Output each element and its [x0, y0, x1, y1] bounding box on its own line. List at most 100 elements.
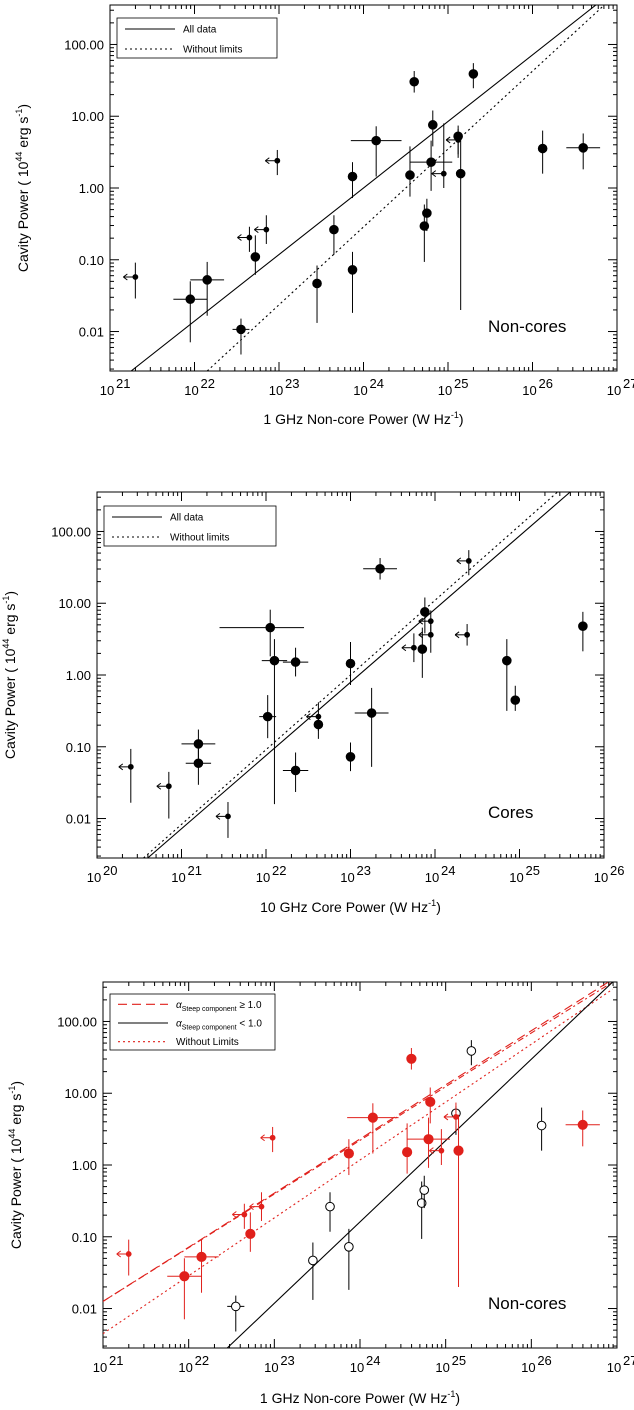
data-point — [269, 655, 280, 666]
data-point — [236, 324, 246, 335]
red-upper-limit-point-dot — [453, 1114, 459, 1120]
x-tick-exponent: 26 — [610, 863, 624, 878]
data-layer — [103, 982, 614, 1348]
x-tick-exponent: 25 — [526, 863, 540, 878]
x-tick-exponent: 21 — [188, 863, 202, 878]
data-point — [409, 76, 420, 87]
data-point — [366, 708, 377, 718]
red-upper-limit-point-arrow-head — [249, 1203, 254, 1211]
data-point — [420, 607, 430, 617]
legend-label: All data — [183, 25, 217, 36]
x-tick-exponent: 26 — [537, 1353, 551, 1368]
x-tick-exponent: 24 — [441, 863, 455, 878]
x-axis-label: 10 GHz Core Power (W Hz-1) — [260, 898, 441, 915]
x-tick-label: 10 — [350, 1360, 364, 1375]
legend-label: Without limits — [183, 45, 242, 56]
x-tick-exponent: 25 — [454, 376, 468, 391]
data-point — [345, 658, 356, 669]
red-data-point — [179, 1271, 190, 1282]
y-tick-label: 10.00 — [58, 596, 91, 611]
legend-label: αSteep component ≥ 1.0 — [176, 1000, 262, 1013]
x-tick-label: 10 — [607, 383, 621, 398]
upper-limit-point-arrow-head — [123, 273, 128, 281]
data-point — [422, 208, 432, 218]
upper-limit-point-arrow-head — [454, 631, 460, 639]
upper-limit-point-arrow-head — [401, 644, 407, 652]
data-point — [417, 644, 428, 654]
data-point — [375, 563, 385, 574]
data-point — [290, 765, 301, 776]
upper-limit-point-dot — [464, 631, 471, 638]
upper-limit-point-arrow-head — [306, 713, 311, 721]
data-point — [185, 294, 196, 305]
upper-limit-point-dot — [127, 763, 134, 770]
x-tick-label: 10 — [521, 1360, 535, 1375]
red-data-point — [423, 1134, 434, 1145]
open-data-point — [536, 1120, 547, 1131]
fit-line-solid — [147, 492, 571, 858]
upper-limit-point-arrow-head — [445, 136, 451, 144]
upper-limit-point-dot — [225, 813, 231, 820]
x-tick-label: 10 — [435, 1360, 449, 1375]
data-point — [345, 752, 356, 762]
x-tick-exponent: 22 — [201, 376, 215, 391]
x-tick-exponent: 20 — [103, 863, 117, 878]
y-tick-label: 100.00 — [57, 1014, 97, 1029]
data-point — [405, 170, 415, 180]
data-point — [427, 120, 438, 130]
y-tick-label: 10.00 — [64, 1086, 97, 1101]
x-tick-exponent: 24 — [366, 1353, 380, 1368]
data-point — [578, 143, 589, 153]
data-point — [502, 655, 512, 666]
upper-limit-point-dot — [165, 783, 172, 790]
open-data-point — [230, 1301, 241, 1312]
x-tick-label: 10 — [171, 870, 185, 885]
x-tick-exponent: 27 — [623, 1353, 634, 1368]
x-tick-exponent: 23 — [285, 376, 299, 391]
x-tick-label: 10 — [522, 383, 536, 398]
red-upper-limit-point-arrow-head — [443, 1113, 449, 1121]
x-tick-label: 10 — [425, 870, 439, 885]
red-data-point — [196, 1251, 207, 1262]
upper-limit-point-dot — [465, 557, 472, 564]
upper-limit-point-arrow-head — [431, 170, 437, 178]
fit-line-dotted — [206, 5, 605, 371]
data-point — [468, 69, 479, 79]
x-tick-label: 10 — [93, 1360, 107, 1375]
x-tick-label: 10 — [256, 870, 270, 885]
red-upper-limit-point-dot — [125, 1251, 132, 1257]
panel-2: 10 20 10 21 10 22 10 23 10 24 10 25 10 260.010.101.00… — [1, 491, 624, 915]
x-tick-exponent: 25 — [452, 1353, 466, 1368]
x-tick-label: 10 — [184, 383, 198, 398]
upper-limit-point-arrow-head — [118, 763, 124, 771]
x-tick-exponent: 22 — [272, 863, 286, 878]
upper-limit-point-arrow-head — [418, 631, 424, 639]
x-tick-label: 10 — [264, 1360, 278, 1375]
upper-limit-point-dot — [315, 713, 322, 720]
upper-limit-point-dot — [427, 618, 434, 625]
upper-limit-point-dot — [274, 157, 281, 164]
y-tick-label: 0.01 — [79, 325, 104, 340]
x-tick-label: 10 — [594, 870, 608, 885]
red-upper-limit-point-arrow-head — [116, 1250, 121, 1258]
y-tick-label: 100.00 — [64, 37, 104, 52]
red-data-point — [402, 1146, 413, 1158]
y-axis-label: Cavity Power ( 1044 erg s-1) — [14, 104, 31, 272]
open-data-point — [344, 1242, 354, 1252]
x-tick-label: 10 — [178, 1360, 192, 1375]
upper-limit-point-dot — [246, 234, 253, 241]
data-point — [193, 739, 204, 749]
y-tick-label: 10.00 — [71, 109, 104, 124]
legend-box — [116, 17, 278, 59]
x-tick-exponent: 24 — [370, 376, 384, 391]
open-data-point — [419, 1185, 430, 1195]
red-data-point — [343, 1148, 354, 1159]
x-tick-label: 10 — [607, 1360, 621, 1375]
panel-label: Non-cores — [488, 1294, 566, 1313]
fit-line-solid — [130, 5, 597, 371]
data-point — [510, 695, 521, 705]
upper-limit-point-arrow-head — [254, 226, 259, 234]
upper-limit-point-dot — [410, 644, 417, 651]
y-tick-label: 1.00 — [66, 668, 91, 683]
